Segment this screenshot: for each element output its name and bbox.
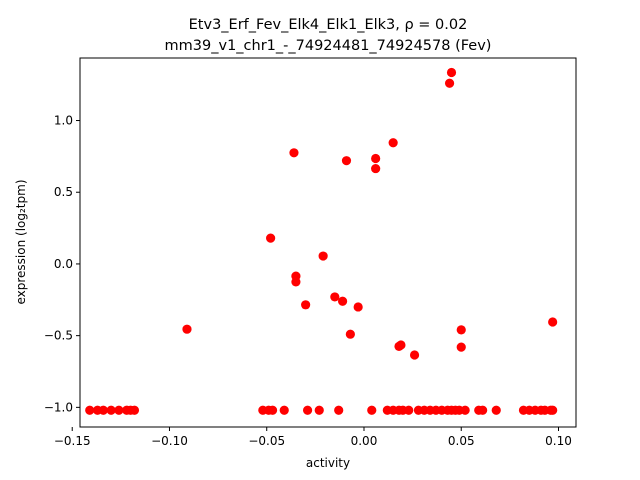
data-point	[85, 405, 95, 415]
chart-title-line1: Etv3_Erf_Fev_Elk4_Elk1_Elk3, ρ = 0.02	[189, 17, 468, 33]
data-point	[106, 405, 116, 415]
data-point	[491, 405, 501, 415]
data-point	[367, 405, 377, 415]
y-tick-label: 0.0	[54, 257, 73, 271]
data-point	[330, 292, 340, 302]
y-tick-label: 0.5	[54, 185, 73, 199]
data-point	[371, 153, 381, 164]
data-point	[388, 138, 398, 148]
data-point	[446, 67, 457, 78]
data-point	[334, 405, 344, 415]
data-point	[289, 148, 299, 158]
x-axis: −0.15 −0.10 −0.05 0.00 0.05 0.10	[54, 427, 572, 448]
data-point	[478, 405, 488, 415]
x-tick-label: 0.10	[545, 434, 572, 448]
y-tick-label: 1.0	[54, 114, 73, 128]
y-axis-label: expression (log₂tpm)	[14, 179, 28, 304]
data-point	[98, 405, 108, 415]
data-point	[114, 405, 124, 415]
y-axis: −1.0 −0.5 0.0 0.5 1.0	[44, 114, 80, 414]
points-layer	[85, 67, 558, 415]
x-tick-label: −0.10	[151, 434, 188, 448]
data-point	[460, 405, 470, 415]
data-point	[337, 296, 348, 306]
data-point	[341, 156, 352, 166]
data-point	[302, 405, 313, 415]
data-point	[353, 302, 363, 312]
data-point	[456, 325, 466, 335]
data-point	[318, 251, 328, 261]
data-point	[314, 405, 324, 415]
data-point	[182, 324, 192, 334]
x-tick-label: −0.15	[54, 434, 91, 448]
x-tick-label: 0.05	[448, 434, 475, 448]
y-tick-label: −1.0	[44, 400, 73, 414]
x-tick-label: 0.00	[351, 434, 378, 448]
data-point	[409, 350, 420, 360]
data-point	[371, 163, 381, 174]
x-axis-label: activity	[306, 456, 350, 470]
data-point	[345, 329, 355, 339]
data-point	[266, 233, 276, 243]
data-point	[444, 78, 455, 88]
chart-title-line2: mm39_v1_chr1_-_74924481_74924578 (Fev)	[165, 38, 492, 54]
data-point	[456, 342, 466, 352]
plot-frame	[79, 57, 577, 428]
data-point	[548, 317, 558, 327]
data-point	[267, 405, 278, 415]
data-point	[129, 405, 140, 415]
data-point	[396, 340, 406, 350]
data-point	[404, 405, 414, 415]
data-point	[279, 405, 289, 415]
y-tick-label: −0.5	[44, 329, 73, 343]
data-point	[291, 277, 301, 287]
data-point	[301, 300, 311, 310]
data-point	[548, 405, 558, 415]
x-tick-label: −0.05	[248, 434, 285, 448]
